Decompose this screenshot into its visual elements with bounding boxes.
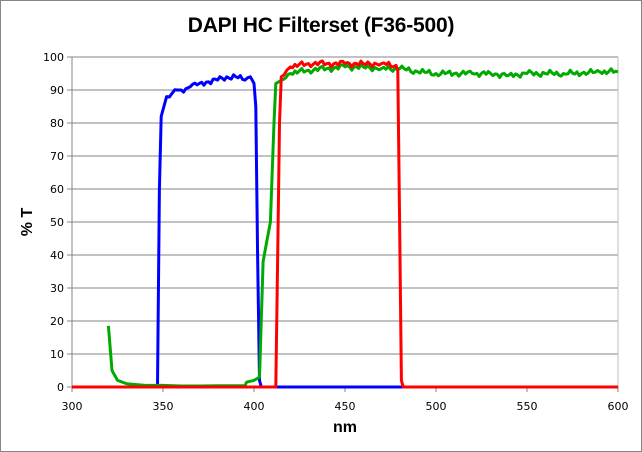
y-tick-label: 50 bbox=[50, 216, 64, 229]
y-tick-label: 60 bbox=[50, 183, 64, 196]
y-tick-label: 0 bbox=[57, 381, 64, 394]
y-tick-label: 20 bbox=[50, 315, 64, 328]
x-tick-label: 550 bbox=[517, 400, 538, 413]
series-excitation-line bbox=[72, 73, 618, 389]
series-dichroic-line bbox=[106, 62, 619, 388]
y-tick-label: 40 bbox=[50, 249, 64, 262]
y-tick-label: 80 bbox=[50, 117, 64, 130]
x-tick-label: 600 bbox=[608, 400, 629, 413]
y-tick-label: 70 bbox=[50, 150, 64, 163]
x-tick-label: 350 bbox=[153, 400, 174, 413]
x-axis-label: nm bbox=[333, 419, 357, 436]
x-tick-label: 500 bbox=[426, 400, 447, 413]
x-tick-label: 300 bbox=[62, 400, 83, 413]
series-emission-line bbox=[72, 59, 618, 389]
y-axis-label: % T bbox=[19, 208, 36, 237]
gridlines bbox=[72, 56, 619, 387]
series-lines bbox=[72, 59, 619, 389]
y-tick-label: 30 bbox=[50, 282, 64, 295]
y-tick-label: 100 bbox=[43, 51, 64, 64]
axes: 0 10 20 30 40 50 60 70 80 90 100 300 350 400 450 500 550… bbox=[43, 51, 629, 413]
chart-title: DAPI HC Filterset (F36-500) bbox=[187, 14, 455, 37]
x-tick-label: 450 bbox=[335, 400, 356, 413]
x-tick-label: 400 bbox=[244, 400, 265, 413]
y-tick-label: 10 bbox=[50, 348, 64, 361]
y-tick-label: 90 bbox=[50, 84, 64, 97]
